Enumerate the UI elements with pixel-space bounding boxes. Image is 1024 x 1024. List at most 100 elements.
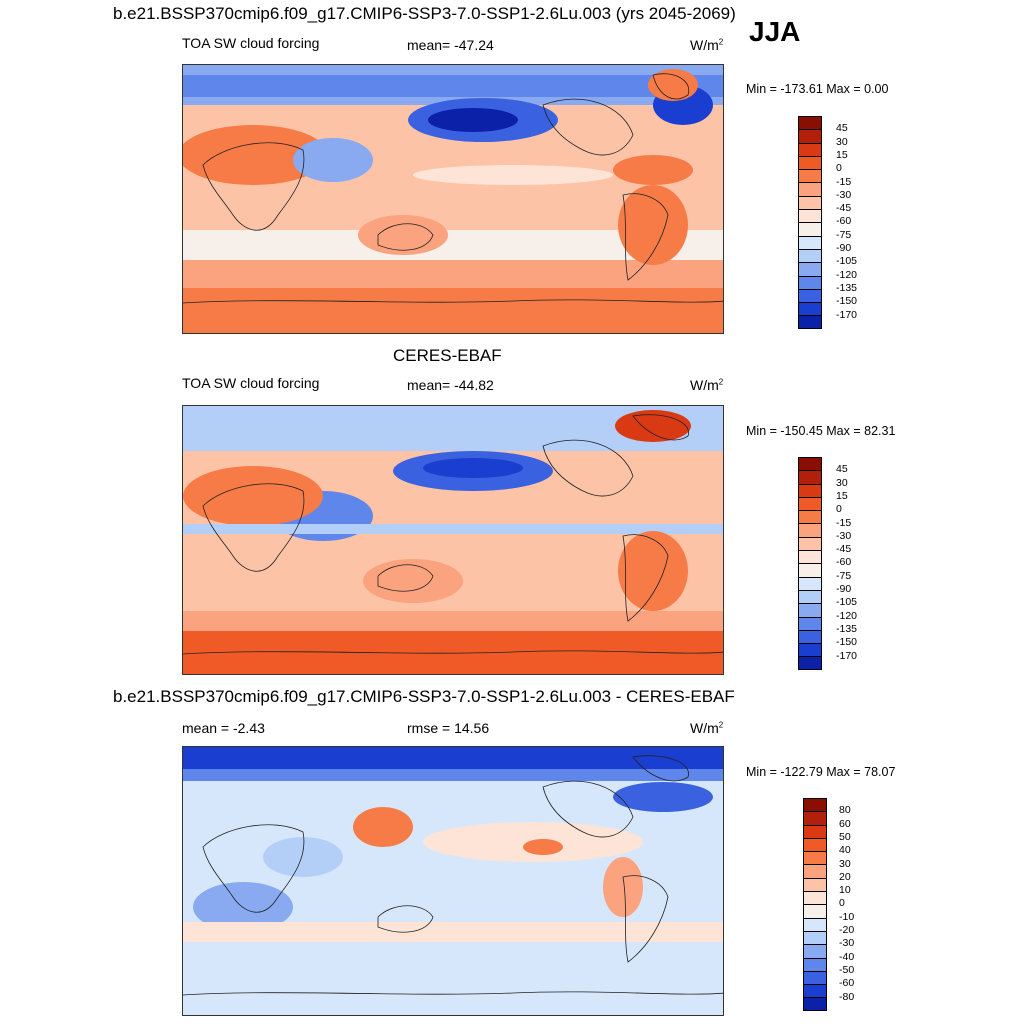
panel1-mean-label: mean= -47.24 <box>407 37 494 53</box>
colorbar-tick-label: -120 <box>836 609 858 622</box>
n-pacific-core <box>428 108 518 132</box>
itcz-band <box>413 165 613 185</box>
colorbar-swatch <box>798 248 822 263</box>
colorbar-swatch <box>798 603 822 617</box>
colorbar-tick-label: -60 <box>839 977 855 990</box>
asia-monsoon-region <box>293 138 373 182</box>
southern-ocean-band <box>183 631 723 674</box>
colorbar-tick-label: -40 <box>839 950 855 963</box>
colorbar-tick-label: -80 <box>839 990 855 1003</box>
colorbar-tick-label: 30 <box>836 476 848 489</box>
colorbar-swatch <box>798 235 822 249</box>
panel1-map-svg <box>183 65 723 333</box>
colorbar-swatch <box>798 656 822 670</box>
colorbar-tick-label: -90 <box>836 583 852 595</box>
colorbar-swatch <box>803 864 827 878</box>
colorbar-swatch <box>798 302 822 316</box>
colorbar-tick-label: 10 <box>839 884 851 897</box>
sahara-region <box>183 125 328 185</box>
colorbar-swatch <box>798 510 822 524</box>
colorbar-tick-label: -30 <box>836 529 852 542</box>
colorbar-tick-label: 0 <box>839 897 845 910</box>
panel2-colorbar <box>798 457 822 670</box>
colorbar-tick-label: 30 <box>836 135 848 148</box>
andes-warm <box>603 857 643 917</box>
colorbar-swatch <box>798 550 822 564</box>
itcz-band <box>183 524 723 534</box>
panel1-minmax-label: Min = -173.61 Max = 0.00 <box>746 82 889 96</box>
colorbar-swatch <box>798 536 822 551</box>
colorbar-tick-label: -50 <box>839 963 855 976</box>
panel1-colorbar <box>798 116 822 329</box>
n-pacific-warm-core <box>523 839 563 855</box>
colorbar-swatch <box>798 288 822 303</box>
panel1-variable-label: TOA SW cloud forcing <box>182 35 320 51</box>
n-atlantic-cool <box>613 782 713 812</box>
colorbar-tick-label: -105 <box>836 255 858 268</box>
panel2-mean-label: mean= -44.82 <box>407 377 494 393</box>
colorbar-tick-label: -170 <box>836 649 858 662</box>
diff-title: b.e21.BSSP370cmip6.f09_g17.CMIP6-SSP3-7.… <box>113 687 735 706</box>
colorbar-swatch <box>798 116 822 130</box>
colorbar-swatch <box>803 984 827 998</box>
colorbar-swatch <box>798 275 822 289</box>
colorbar-tick-label: 60 <box>839 817 851 830</box>
colorbar-swatch <box>803 917 827 931</box>
arctic-band-2 <box>183 769 723 781</box>
colorbar-tick-label: 80 <box>839 804 851 817</box>
colorbar-swatch <box>798 169 822 183</box>
colorbar-tick-label: -75 <box>836 569 852 582</box>
colorbar-swatch <box>803 798 827 812</box>
panel2-map <box>182 405 724 675</box>
colorbar-tick-label: 15 <box>836 489 848 502</box>
colorbar-swatch <box>803 904 827 918</box>
sahara-region <box>183 466 323 526</box>
colorbar-tick-label: 0 <box>836 162 842 175</box>
panel3-map-svg <box>183 747 723 1015</box>
panel1-map <box>182 64 724 334</box>
colorbar-tick-label: -15 <box>836 516 852 529</box>
colorbar-tick-label: -120 <box>836 268 858 281</box>
colorbar-swatch <box>803 944 827 958</box>
colorbar-tick-label: 40 <box>839 844 851 857</box>
colorbar-swatch <box>803 957 827 971</box>
colorbar-swatch <box>798 576 822 590</box>
colorbar-swatch <box>798 262 822 276</box>
colorbar-tick-label: -150 <box>836 636 858 649</box>
east-asia-warm <box>353 807 413 847</box>
panel2-units-label: W/m2 <box>690 377 724 393</box>
model-title: b.e21.BSSP370cmip6.f09_g17.CMIP6-SSP3-7.… <box>113 4 736 23</box>
colorbar-swatch <box>798 629 822 644</box>
n-pacific-core <box>423 458 523 478</box>
arctic-band <box>183 747 723 769</box>
colorbar-tick-label: -150 <box>836 295 858 308</box>
colorbar-tick-label: -45 <box>836 202 852 215</box>
southern-ocean-band <box>183 288 723 333</box>
colorbar-swatch <box>803 997 827 1011</box>
colorbar-swatch <box>798 563 822 577</box>
colorbar-swatch <box>803 877 827 892</box>
panel2-map-svg <box>183 406 723 674</box>
arctic-band-inner <box>183 75 723 97</box>
colorbar-swatch <box>798 315 822 329</box>
greenland-region <box>648 69 698 101</box>
colorbar-tick-label: -10 <box>839 910 855 923</box>
south-america-region <box>618 531 688 611</box>
panel2-variable-label: TOA SW cloud forcing <box>182 375 320 391</box>
colorbar-swatch <box>803 851 827 865</box>
colorbar-tick-label: 20 <box>839 870 851 883</box>
panel2-minmax-label: Min = -150.45 Max = 82.31 <box>746 424 896 438</box>
colorbar-swatch <box>803 970 827 985</box>
colorbar-tick-label: -135 <box>836 281 858 294</box>
colorbar-swatch <box>803 930 827 945</box>
colorbar-tick-label: -60 <box>836 556 852 569</box>
colorbar-swatch <box>798 129 822 143</box>
colorbar-tick-label: -170 <box>836 308 858 321</box>
colorbar-swatch <box>798 483 822 497</box>
colorbar-swatch <box>798 195 822 210</box>
colorbar-swatch <box>798 155 822 170</box>
colorbar-tick-label: -60 <box>836 215 852 228</box>
colorbar-tick-label: 45 <box>836 122 848 135</box>
panel3-map <box>182 746 724 1016</box>
colorbar-swatch <box>803 837 827 852</box>
